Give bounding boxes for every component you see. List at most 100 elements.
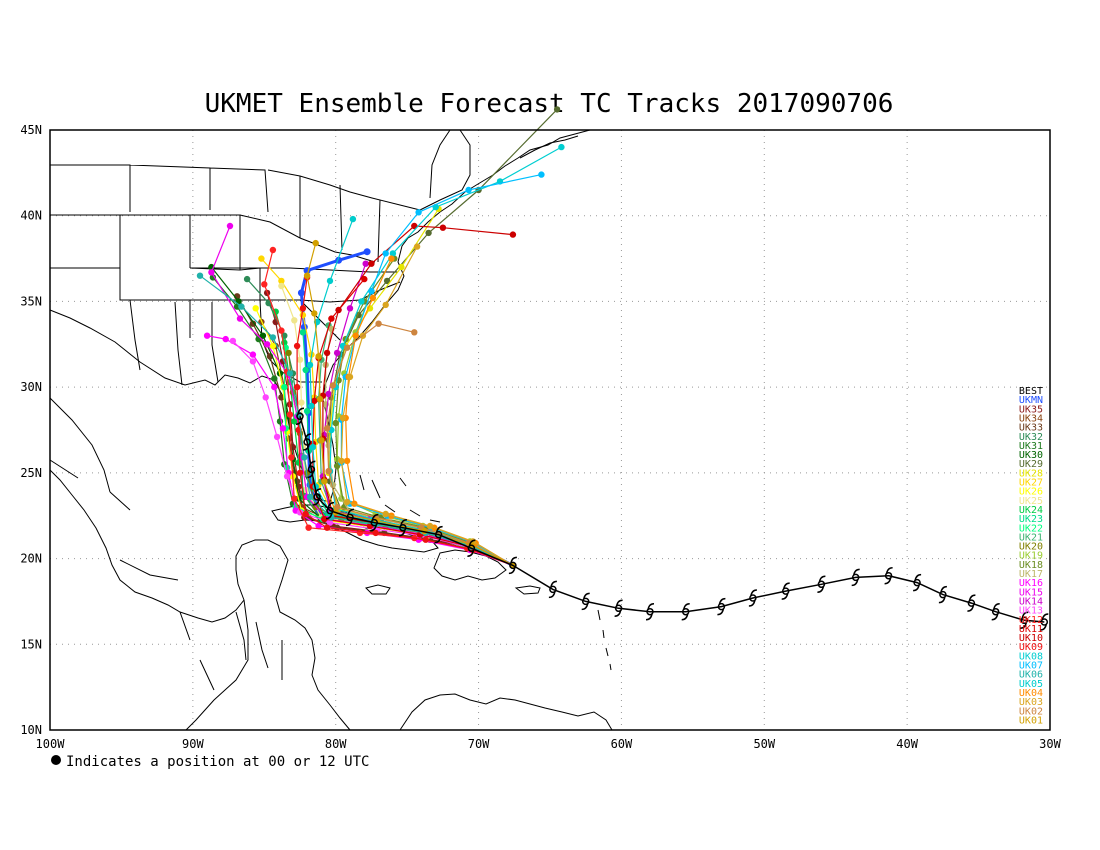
track-point [306,493,314,501]
track-point [311,310,318,317]
x-tick-label: 70W [468,737,490,751]
hurricane-symbol-icon [303,433,312,451]
track-point [323,349,331,357]
track-point [413,243,421,250]
track-point [286,401,294,408]
track-point [278,394,285,401]
track-point [326,277,334,285]
hurricane-symbol-icon [295,407,305,426]
hurricane-symbol-icon [681,602,690,621]
x-tick-label: 60W [611,737,633,751]
hurricane-symbol-icon [614,599,623,618]
track-point [383,277,391,285]
track-point [269,246,277,254]
track-point [308,402,315,410]
track-point [259,332,267,339]
track-point [291,317,298,324]
track-point [426,522,434,530]
hurricane-symbol-icon [781,582,790,600]
track-point [229,337,237,345]
track-point [249,351,257,358]
track-point [346,373,354,381]
track-point [411,222,418,230]
track-point [302,510,309,518]
legend-entry-uk28: UK28 [1019,468,1043,479]
x-tick-label: 40W [896,737,918,751]
x-tick-label: 50W [753,737,775,751]
track-point [286,411,294,418]
track-point [338,457,345,465]
hurricane-symbol-icon [645,602,655,621]
track-point [323,524,331,531]
track-point [285,349,292,357]
track-point [271,383,278,391]
legend-entry-uk02: UK02 [1019,706,1043,717]
x-tick-label: 80W [325,737,347,751]
track-point [343,344,351,351]
best-track [295,407,1049,631]
track-point [203,332,211,339]
track-point [288,454,295,461]
legend-entry-uk06: UK06 [1019,670,1043,681]
track-point [382,250,389,257]
legend-entry-uk27: UK27 [1019,478,1043,489]
y-tick-label: 25N [20,466,42,480]
track-point [388,255,395,262]
track-point [258,255,265,262]
track-point [389,250,397,257]
plot-background [50,130,1050,730]
legend-entry-uk17: UK17 [1019,569,1043,580]
hurricane-symbol-icon [307,460,316,479]
hurricane-symbol-icon [748,589,757,607]
track-point [439,224,447,231]
legend-entry-uk18: UK18 [1019,560,1043,571]
x-tick-label: 100W [36,737,66,751]
track-point [339,414,347,422]
track-line [329,146,562,566]
track-point [222,335,229,343]
track-point [349,215,357,223]
hurricane-symbol-icon [717,597,726,616]
track-point [249,358,257,365]
track-point [411,329,418,336]
track-point [209,274,217,281]
legend-entry-uk22: UK22 [1019,523,1043,534]
legend-entry-uk12: UK12 [1019,615,1043,626]
legend-entry-uk04: UK04 [1019,688,1043,699]
legend-entry-uk19: UK19 [1019,551,1043,562]
track-point [283,473,291,480]
track-point [422,536,429,543]
track-point [369,294,377,302]
track-point [333,349,341,357]
legend-entry-uk30: UK30 [1019,450,1043,461]
x-tick-label: 30W [1039,737,1061,751]
track-point [321,515,328,523]
track-point [299,329,307,336]
track-point [352,332,359,339]
track-point [252,305,259,312]
track-point [372,529,379,537]
legend-entry-uk16: UK16 [1019,578,1043,589]
hurricane-symbol-icon [370,513,379,532]
hurricane-symbol-icon [817,575,826,594]
best-track-line [299,416,1045,623]
track-point [278,282,285,290]
track-point [297,289,305,297]
track-point [325,442,332,449]
track-point [286,370,294,377]
hurricane-symbol-icon [581,592,590,611]
legend-entry-uk35: UK35 [1019,404,1043,415]
legend-entry-uk09: UK09 [1019,642,1043,653]
y-tick-label: 45N [20,123,42,137]
hurricane-symbol-icon [967,594,976,612]
track-point [328,315,335,322]
track-point [196,272,204,279]
hurricane-symbol-icon [938,585,947,604]
track-point [375,320,382,327]
hurricane-symbol-icon [991,602,1000,621]
legend-entry-uk32: UK32 [1019,432,1043,443]
track-point [226,222,234,230]
y-tick-label: 35N [20,294,42,308]
track-point [249,320,257,327]
legend-entry-uk21: UK21 [1019,532,1043,543]
